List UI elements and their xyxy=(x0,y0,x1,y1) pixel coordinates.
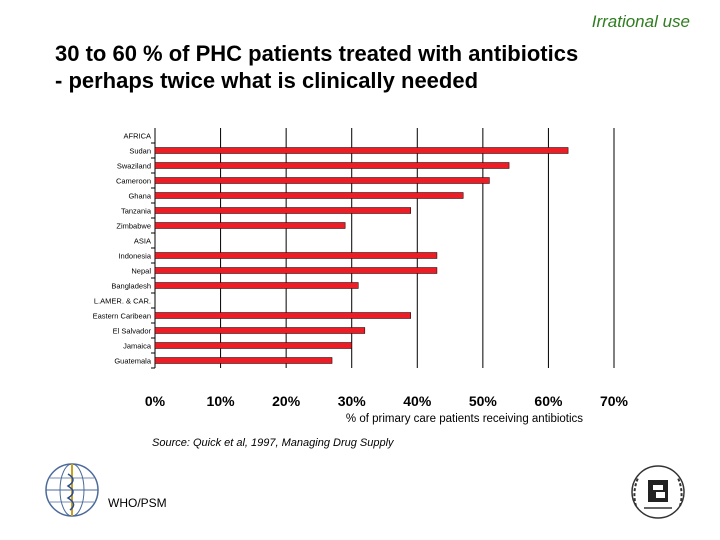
title-line-2: - perhaps twice what is clinically neede… xyxy=(55,68,479,93)
x-tick-label: 10% xyxy=(207,393,236,409)
who-emblem-icon xyxy=(42,460,102,525)
category-label: Ghana xyxy=(128,192,151,201)
bar xyxy=(154,147,569,154)
category-label: Tanzania xyxy=(121,207,152,216)
category-label: Swaziland xyxy=(117,162,151,171)
category-label: Guatemala xyxy=(114,357,152,366)
bar xyxy=(154,162,510,169)
category-label: Sudan xyxy=(129,147,151,156)
section-tag: Irrational use xyxy=(591,12,690,31)
bar xyxy=(154,177,490,184)
x-tick-label: 20% xyxy=(272,393,301,409)
category-label: Jamaica xyxy=(123,342,152,351)
category-label: Nepal xyxy=(131,267,151,276)
category-label: Eastern Caribean xyxy=(93,312,151,321)
x-tick-label: 50% xyxy=(469,393,498,409)
category-label: AFRICA xyxy=(123,132,151,141)
bar xyxy=(154,207,411,214)
title-line-1: 30 to 60 % of PHC patients treated with … xyxy=(55,41,579,66)
category-label: Indonesia xyxy=(118,252,151,261)
category-label: L.AMER. & CAR. xyxy=(94,297,151,306)
x-tick-label: 60% xyxy=(534,393,563,409)
x-axis-label: % of primary care patients receiving ant… xyxy=(346,413,583,425)
bar xyxy=(154,312,411,319)
x-tick-label: 30% xyxy=(338,393,367,409)
bar xyxy=(154,282,359,289)
category-label: Bangladesh xyxy=(111,282,151,291)
category-label: Cameroon xyxy=(116,177,151,186)
category-label: ASIA xyxy=(134,237,151,246)
category-label: El Salvador xyxy=(113,327,152,336)
bar xyxy=(154,192,464,199)
footer-label: WHO/PSM xyxy=(108,496,167,510)
x-tick-label: 0% xyxy=(145,393,166,409)
x-tick-label: 40% xyxy=(403,393,432,409)
bar xyxy=(154,342,352,349)
bar xyxy=(154,252,438,259)
x-tick-label: 70% xyxy=(600,393,629,409)
bar xyxy=(154,267,438,274)
bar xyxy=(154,222,346,229)
bar xyxy=(154,357,333,364)
source-note: Source: Quick et al, 1997, Managing Drug… xyxy=(152,437,394,449)
slide-title: 30 to 60 % of PHC patients treated with … xyxy=(55,40,705,94)
bar xyxy=(154,327,366,334)
category-label: Zimbabwe xyxy=(116,222,151,231)
un-emblem-icon xyxy=(628,462,688,527)
